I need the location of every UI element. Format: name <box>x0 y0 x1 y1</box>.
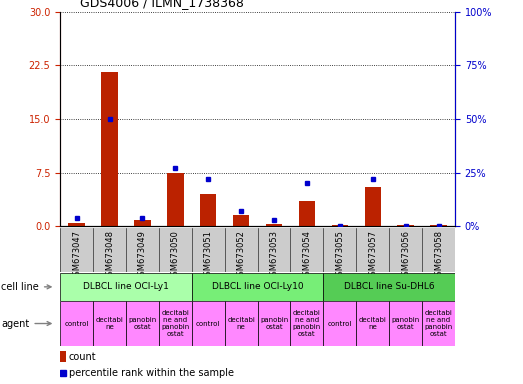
Text: GSM673051: GSM673051 <box>204 230 213 281</box>
Text: decitabi
ne: decitabi ne <box>359 317 386 330</box>
Text: control: control <box>64 321 89 326</box>
Text: panobin
ostat: panobin ostat <box>392 317 420 330</box>
Text: decitabi
ne and
panobin
ostat: decitabi ne and panobin ostat <box>161 310 189 337</box>
Text: GSM673056: GSM673056 <box>401 230 410 281</box>
Text: GSM673052: GSM673052 <box>236 230 246 281</box>
Bar <box>93 301 126 346</box>
Text: percentile rank within the sample: percentile rank within the sample <box>69 368 234 378</box>
Bar <box>192 273 323 301</box>
Text: control: control <box>196 321 220 326</box>
Bar <box>159 301 192 346</box>
Text: GSM673049: GSM673049 <box>138 230 147 281</box>
Bar <box>233 215 249 226</box>
Text: agent: agent <box>1 318 51 329</box>
Text: GSM673058: GSM673058 <box>434 230 443 281</box>
Bar <box>134 220 151 226</box>
Bar <box>225 301 257 346</box>
Bar <box>200 194 217 226</box>
Text: GSM673057: GSM673057 <box>368 230 377 281</box>
Bar <box>323 301 356 346</box>
Bar <box>266 224 282 226</box>
Bar <box>430 225 447 226</box>
Bar <box>422 301 455 346</box>
Text: count: count <box>69 352 97 362</box>
Text: GSM673050: GSM673050 <box>171 230 180 281</box>
Text: GSM673053: GSM673053 <box>269 230 279 281</box>
Bar <box>126 301 159 346</box>
Text: cell line: cell line <box>1 282 51 292</box>
Text: decitabi
ne and
panobin
ostat: decitabi ne and panobin ostat <box>293 310 321 337</box>
Text: DLBCL line Su-DHL6: DLBCL line Su-DHL6 <box>344 282 435 291</box>
Text: GSM673047: GSM673047 <box>72 230 81 281</box>
Bar <box>332 225 348 226</box>
Bar <box>101 72 118 226</box>
Bar <box>397 225 414 226</box>
Text: control: control <box>327 321 352 326</box>
Bar <box>365 187 381 226</box>
Text: GSM673048: GSM673048 <box>105 230 114 281</box>
Text: GSM673054: GSM673054 <box>302 230 311 281</box>
Text: DLBCL line OCI-Ly10: DLBCL line OCI-Ly10 <box>212 282 303 291</box>
Bar <box>257 301 290 346</box>
Text: GDS4006 / ILMN_1738368: GDS4006 / ILMN_1738368 <box>80 0 244 9</box>
Bar <box>356 301 389 346</box>
Text: decitabi
ne: decitabi ne <box>227 317 255 330</box>
Bar <box>167 172 184 226</box>
Text: DLBCL line OCI-Ly1: DLBCL line OCI-Ly1 <box>83 282 169 291</box>
Bar <box>60 273 192 301</box>
Bar <box>60 351 66 362</box>
Text: decitabi
ne and
panobin
ostat: decitabi ne and panobin ostat <box>425 310 453 337</box>
Text: decitabi
ne: decitabi ne <box>96 317 123 330</box>
Bar <box>299 201 315 226</box>
Text: panobin
ostat: panobin ostat <box>260 317 288 330</box>
Bar <box>323 273 455 301</box>
Bar <box>60 301 93 346</box>
Text: panobin
ostat: panobin ostat <box>128 317 156 330</box>
Bar <box>192 301 225 346</box>
Text: GSM673055: GSM673055 <box>335 230 344 281</box>
Bar <box>389 301 422 346</box>
Bar <box>69 223 85 226</box>
Bar <box>290 301 323 346</box>
